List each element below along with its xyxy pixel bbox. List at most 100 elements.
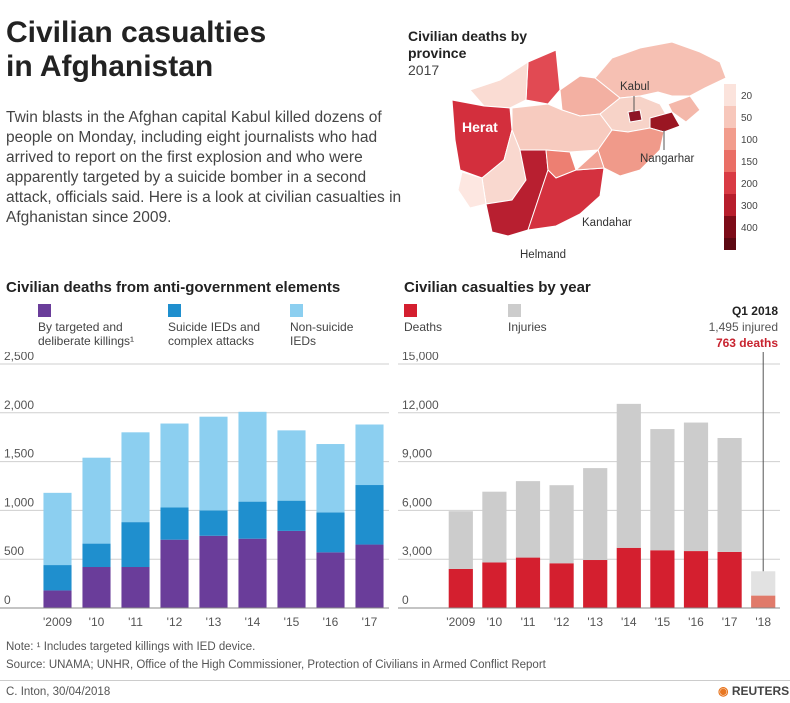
x-tick-label: '14 [621,615,637,629]
bar-segment [277,500,306,531]
label-kandahar: Kandahar [582,217,632,229]
legend-targeted-line-1: By targeted and [38,320,123,334]
province-zabul [574,149,605,171]
bar-segment [277,430,306,501]
scale-label: 20 [741,91,753,102]
x-tick-label: '18 [755,615,771,629]
label-kabul: Kabul [620,81,649,93]
bar-segment [82,567,111,608]
legend-swatch-suicide [168,304,181,317]
map-year: 2017 [408,62,440,78]
bar-segment [199,535,228,608]
province-north-west [469,61,529,109]
bar-segment [199,510,228,536]
x-tick-label: '13 [587,615,603,629]
x-tick-label: '2009 [43,615,72,629]
bar-segment [199,416,228,511]
bar-segment [82,543,111,568]
legend-injuries: Injuries [508,320,547,334]
bar-segment [160,539,189,608]
bar-segment [43,565,72,591]
legend-nonsuicide-line-1: Non-suicide [290,320,354,334]
legend-nonsuicide-line-2: IEDs [290,334,317,348]
reuters-brand: REUTERS [731,684,790,698]
x-tick-label: '16 [323,615,339,629]
y-tick-label: 500 [4,544,24,558]
legend-suicide: Suicide IEDs and complex attacks [168,320,260,348]
bar-segment [482,491,507,563]
bar-segment [82,457,111,544]
x-tick-label: '17 [362,615,378,629]
scale-swatch [724,238,736,250]
bar-segment [549,485,574,564]
bar-segment [355,544,384,608]
bar-segment [121,522,150,568]
legend-suicide-line-2: complex attacks [168,334,255,348]
y-tick-label: 2,500 [4,352,34,363]
label-nangarhar: Nangarhar [640,153,695,165]
footnote: Note: ¹ Includes targeted killings with … [6,641,256,653]
bar-segment [616,547,641,608]
map-title: Civilian deaths by province [408,28,528,61]
title-line-2: in Afghanistan [6,50,214,83]
province-faryab [525,49,561,105]
map-label-lines [633,96,665,150]
province-south-east [597,127,665,177]
bars [43,411,384,608]
x-tick-label: '14 [245,615,261,629]
legend-swatch-targeted [38,304,51,317]
right-chart-title: Civilian casualties by year [404,279,591,296]
bar-segment [316,444,345,513]
province-east [667,95,701,123]
legend-deaths: Deaths [404,320,443,334]
legend-swatch-deaths [404,304,417,317]
bar-segment [238,501,267,539]
chart-casualties-by-year: 0 3,000 6,000 9,000 12,000 15,000 '2009 '10 '11 '… [398,352,780,629]
x-tick-label: '15 [655,615,671,629]
y-tick-label: 0 [402,593,409,607]
q1-annotation-deaths: 763 deaths [715,336,778,350]
bar-segment [43,492,72,566]
bar-segment [515,481,541,558]
q1-annotation: Q1 2018 1,495 injured 763 deaths [709,303,778,351]
scale-label: 100 [741,135,758,146]
bar-segment [160,507,189,540]
scale-label: 150 [741,157,758,168]
bar-segment [683,422,709,552]
bar-segment [121,567,150,608]
x-tick-label: '16 [688,615,704,629]
bars [448,403,776,608]
reuters-logo-icon: ◉ [718,684,729,698]
y-tick-label: 1,500 [4,447,34,461]
scale-swatch [724,172,736,194]
x-tick-label: '13 [206,615,222,629]
bar-segment [448,568,473,608]
bar-segment [515,557,541,608]
legend-suicide-line-1: Suicide IEDs and [168,320,261,334]
credit: C. Inton, 30/04/2018 [6,686,111,698]
y-tick-label: 6,000 [402,495,432,509]
legend-targeted: By targeted and deliberate killings¹ [38,320,134,348]
bar-segment [717,438,742,552]
bar-segment [683,551,709,608]
footer-divider [0,680,790,681]
bar-segment [355,424,384,486]
bar-segment [316,512,345,553]
bar-segment [238,411,267,502]
bar-segment [751,595,776,608]
y-tick-label: 15,000 [402,352,439,363]
bar-segment [121,432,150,523]
page-title: Civilian casualties in Afghanistan [6,16,306,84]
x-tick-label: '12 [554,615,570,629]
label-herat: Herat [462,119,498,135]
bar-segment [549,563,574,608]
scale-label: 300 [741,201,758,212]
bar-segment [751,571,776,596]
province-kandahar [527,167,605,231]
bar-segment [277,530,306,608]
bar-segment [160,423,189,508]
province-north-east [594,41,727,99]
scale-label: 200 [741,179,758,190]
map-color-scale: 20 50 100 150 200 300 400 [724,84,758,250]
legend-nonsuicide: Non-suicide IEDs [290,320,353,348]
